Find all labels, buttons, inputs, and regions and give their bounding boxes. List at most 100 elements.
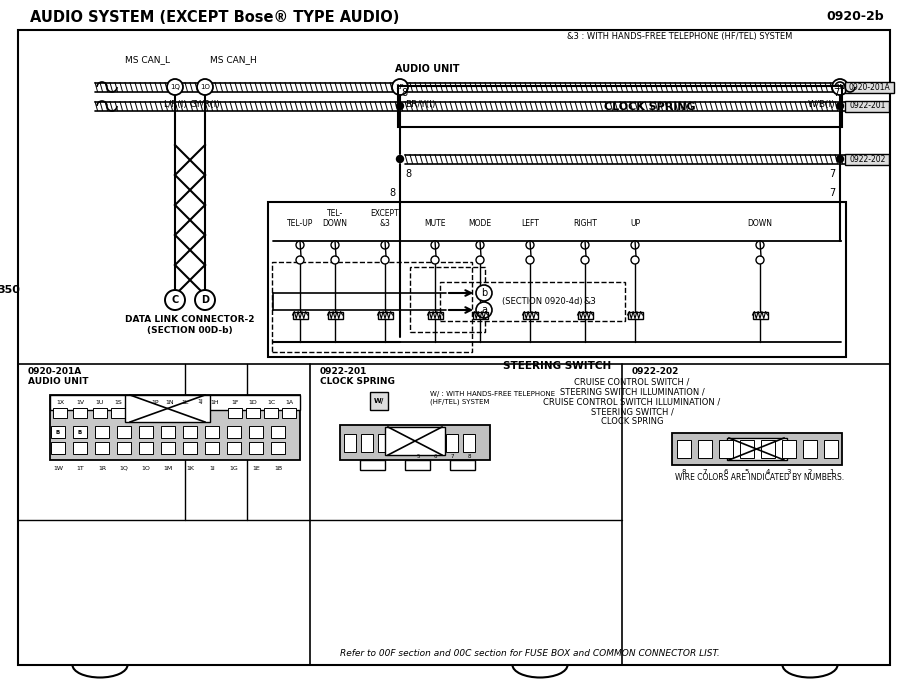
Text: 8: 8: [389, 188, 395, 198]
Bar: [782, 440, 796, 458]
Bar: [405, 460, 430, 470]
Circle shape: [581, 256, 589, 264]
Bar: [361, 434, 373, 452]
Text: 1F: 1F: [231, 400, 239, 404]
Bar: [51, 426, 65, 438]
Bar: [183, 426, 197, 438]
Text: W/: W/: [374, 398, 385, 404]
Text: AUDIO UNIT: AUDIO UNIT: [395, 64, 460, 74]
Text: 1V: 1V: [76, 400, 84, 404]
Text: 7: 7: [829, 169, 835, 179]
Text: 6: 6: [434, 455, 436, 460]
Bar: [95, 83, 850, 92]
Text: 1P: 1P: [395, 84, 405, 90]
Text: TEL-UP: TEL-UP: [287, 219, 314, 228]
Bar: [377, 311, 393, 319]
Text: 1O: 1O: [200, 84, 210, 90]
Circle shape: [165, 290, 185, 310]
Circle shape: [296, 241, 304, 249]
Text: 1G: 1G: [230, 466, 238, 471]
Text: TEL-
DOWN: TEL- DOWN: [323, 208, 347, 228]
Bar: [327, 311, 343, 319]
Bar: [50, 395, 300, 410]
Text: (SECTION 0920-4d): (SECTION 0920-4d): [502, 297, 583, 306]
Circle shape: [476, 302, 492, 318]
Text: C: C: [172, 295, 179, 305]
Text: Refer to 00F section and 00C section for FUSE BOX and COMMON CONNECTOR LIST.: Refer to 00F section and 00C section for…: [340, 649, 720, 658]
Text: CLOCK SPRING: CLOCK SPRING: [604, 101, 695, 112]
Bar: [803, 440, 817, 458]
Bar: [385, 427, 445, 455]
Text: 0922-202: 0922-202: [632, 366, 679, 375]
Bar: [205, 442, 219, 454]
Bar: [95, 426, 109, 438]
Text: 7: 7: [450, 455, 454, 460]
Bar: [427, 311, 443, 319]
Bar: [183, 442, 197, 454]
Text: 0920-2b: 0920-2b: [826, 10, 884, 23]
Bar: [73, 442, 87, 454]
Bar: [161, 426, 175, 438]
Text: DATA LINK CONNECTOR-2: DATA LINK CONNECTOR-2: [125, 315, 255, 324]
Bar: [845, 153, 889, 164]
Bar: [271, 442, 285, 454]
Bar: [463, 434, 475, 452]
Bar: [824, 440, 838, 458]
Circle shape: [832, 79, 848, 95]
Circle shape: [195, 290, 215, 310]
Circle shape: [836, 103, 844, 110]
Circle shape: [431, 256, 439, 264]
Text: MODE: MODE: [468, 219, 492, 228]
Text: GY/R(I): GY/R(I): [190, 101, 220, 110]
Circle shape: [381, 256, 389, 264]
Bar: [395, 434, 407, 452]
Text: 1K: 1K: [186, 466, 194, 471]
Bar: [753, 311, 767, 319]
Circle shape: [756, 241, 764, 249]
Text: CRUISE CONTROL SWITCH /: CRUISE CONTROL SWITCH /: [574, 377, 690, 386]
Circle shape: [581, 241, 589, 249]
Text: 1T: 1T: [76, 466, 84, 471]
Text: 8: 8: [405, 169, 411, 179]
Text: UP: UP: [630, 219, 640, 228]
Bar: [450, 460, 475, 470]
Text: 3: 3: [787, 469, 791, 475]
Text: BR/Y(I): BR/Y(I): [405, 99, 435, 108]
Text: &3: &3: [583, 297, 596, 306]
Bar: [50, 395, 300, 460]
Text: &3 : WITH HANDS-FREE TELEPHONE (HF/TEL) SYSTEM: &3 : WITH HANDS-FREE TELEPHONE (HF/TEL) …: [567, 32, 793, 41]
Circle shape: [476, 241, 484, 249]
Text: 1R: 1R: [98, 466, 106, 471]
Bar: [272, 262, 472, 352]
Bar: [446, 434, 458, 452]
Text: 7: 7: [833, 88, 839, 98]
Bar: [246, 408, 260, 418]
Circle shape: [476, 285, 492, 301]
Text: 1W: 1W: [53, 466, 63, 471]
Bar: [577, 311, 593, 319]
Text: EXCEPT
&3: EXCEPT &3: [371, 208, 399, 228]
Bar: [125, 395, 210, 422]
Text: AUDIO UNIT: AUDIO UNIT: [28, 377, 88, 386]
Bar: [228, 408, 242, 418]
Text: W/ : WITH HANDS-FREE TELEPHONE
(HF/TEL) SYSTEM: W/ : WITH HANDS-FREE TELEPHONE (HF/TEL) …: [430, 391, 555, 405]
Bar: [93, 408, 107, 418]
Bar: [293, 311, 307, 319]
Bar: [740, 440, 754, 458]
Text: CLOCK SPRING: CLOCK SPRING: [320, 377, 395, 386]
Text: 1N: 1N: [165, 400, 175, 404]
Text: B: B: [78, 429, 82, 435]
Text: 1L: 1L: [181, 400, 189, 404]
Text: 0920-201A: 0920-201A: [28, 366, 82, 375]
Circle shape: [431, 241, 439, 249]
Bar: [473, 311, 487, 319]
Text: AUDIO SYSTEM (EXCEPT Bose® TYPE AUDIO): AUDIO SYSTEM (EXCEPT Bose® TYPE AUDIO): [30, 10, 399, 25]
Circle shape: [836, 155, 844, 163]
Circle shape: [526, 241, 534, 249]
Bar: [51, 442, 65, 454]
Bar: [53, 408, 67, 418]
Bar: [161, 442, 175, 454]
Bar: [845, 81, 894, 92]
Bar: [340, 425, 490, 460]
Bar: [139, 442, 153, 454]
